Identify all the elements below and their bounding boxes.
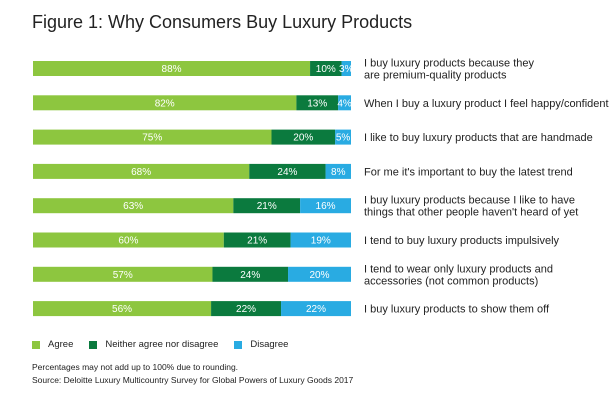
legend-swatch-neither [89,340,98,349]
bar-value-label-unheard-of-disagree: 16% [316,201,336,212]
bar-premium-quality-disagree [341,61,351,76]
bar-value-label-premium-quality-agree: 88% [162,64,182,75]
bar-happy-confident-neither [296,95,339,111]
category-label-show-off: I buy luxury products to show them off [364,304,550,316]
category-label-premium-quality-line-1: I buy luxury products because they [364,58,534,70]
bar-value-label-impulsively-agree: 60% [118,236,138,247]
bar-value-label-latest-trend-disagree: 8% [331,167,346,178]
rounding-note: Percentages may not add up to 100% due t… [32,362,239,372]
bar-value-label-show-off-disagree: 22% [306,304,326,315]
chart-title: Figure 1: Why Consumers Buy Luxury Produ… [32,12,413,32]
bar-impulsively-disagree [290,232,351,248]
bar-unheard-of-neither [233,198,301,214]
bar-value-label-unheard-of-neither: 21% [257,201,277,212]
legend-label-agree: Agree [48,339,74,350]
legend-item-agree: Agree [32,339,73,350]
bar-premium-quality-agree [33,61,311,76]
bar-show-off-neither [211,301,282,317]
bar-value-label-latest-trend-neither: 24% [277,167,297,178]
bar-handmade-disagree [335,129,351,145]
legend-swatch-agree [32,340,40,349]
category-label-unheard-of-line-2: things that other people haven't heard o… [364,207,578,219]
category-label-impulsively: I tend to buy luxury products impulsivel… [364,235,560,247]
bar-unheard-of-disagree [300,198,351,214]
bar-premium-quality-neither [310,61,342,76]
bar-latest-trend-neither [249,163,326,179]
bar-wear-only-luxury-disagree [288,266,351,282]
bar-impulsively-agree [33,232,224,248]
category-label-premium-quality-line-2: are premium-quality products [364,70,507,82]
source-note: Source: Deloitte Luxury Multicountry Sur… [32,375,354,385]
bar-value-label-show-off-agree: 56% [112,304,132,315]
bar-value-label-wear-only-luxury-agree: 57% [113,270,133,281]
legend-item-neither: Neither agree nor disagree [89,339,218,350]
bar-show-off-agree [33,301,212,317]
bar-value-label-wear-only-luxury-disagree: 20% [310,270,330,281]
bar-value-label-handmade-disagree: 5% [336,133,351,144]
bar-value-label-impulsively-neither: 21% [247,236,267,247]
bar-value-label-happy-confident-neither: 13% [307,98,327,109]
bar-wear-only-luxury-neither [212,266,289,282]
bar-latest-trend-disagree [325,163,351,179]
bar-value-label-premium-quality-neither: 10% [316,64,336,75]
bar-unheard-of-agree [33,198,234,214]
bar-value-label-show-off-neither: 22% [236,304,256,315]
bar-value-label-premium-quality-disagree: 3% [339,64,354,75]
legend-swatch-disagree [234,340,243,349]
bar-value-label-wear-only-luxury-neither: 24% [240,270,260,281]
bar-handmade-agree [33,129,272,145]
bar-value-label-handmade-agree: 75% [142,133,162,144]
category-label-wear-only-luxury-line-2: accessories (not common products) [364,275,538,287]
bar-value-label-unheard-of-agree: 63% [123,201,143,212]
bar-wear-only-luxury-agree [33,266,213,282]
bar-value-label-happy-confident-disagree: 4% [337,98,352,109]
bar-handmade-neither [271,129,336,145]
bar-value-label-impulsively-disagree: 19% [311,236,331,247]
category-label-latest-trend: For me it's important to buy the latest … [364,166,573,178]
bar-value-label-latest-trend-agree: 68% [131,167,151,178]
bar-show-off-disagree [281,301,351,317]
stacked-bar-chart: 88% 10% 3% I buy luxury products because th… [33,58,609,317]
legend-label-neither: Neither agree nor disagree [105,339,219,350]
category-label-wear-only-luxury-line-1: I tend to wear only luxury products and [364,263,553,275]
bar-value-label-happy-confident-agree: 82% [155,98,175,109]
legend-item-disagree: Disagree [234,339,288,350]
bar-impulsively-neither [223,232,291,248]
bar-value-label-handmade-neither: 20% [293,133,313,144]
legend-label-disagree: Disagree [250,339,289,350]
category-label-unheard-of-line-1: I buy luxury products because I like to … [364,195,575,207]
bar-happy-confident-disagree [338,95,351,111]
bar-latest-trend-agree [33,163,250,179]
category-label-happy-confident: When I buy a luxury product I feel happy… [364,98,609,110]
bar-happy-confident-agree [33,95,297,111]
category-label-handmade: I like to buy luxury products that are h… [364,132,593,144]
legend: Agree Neither agree nor disagree Disagre… [32,339,304,350]
